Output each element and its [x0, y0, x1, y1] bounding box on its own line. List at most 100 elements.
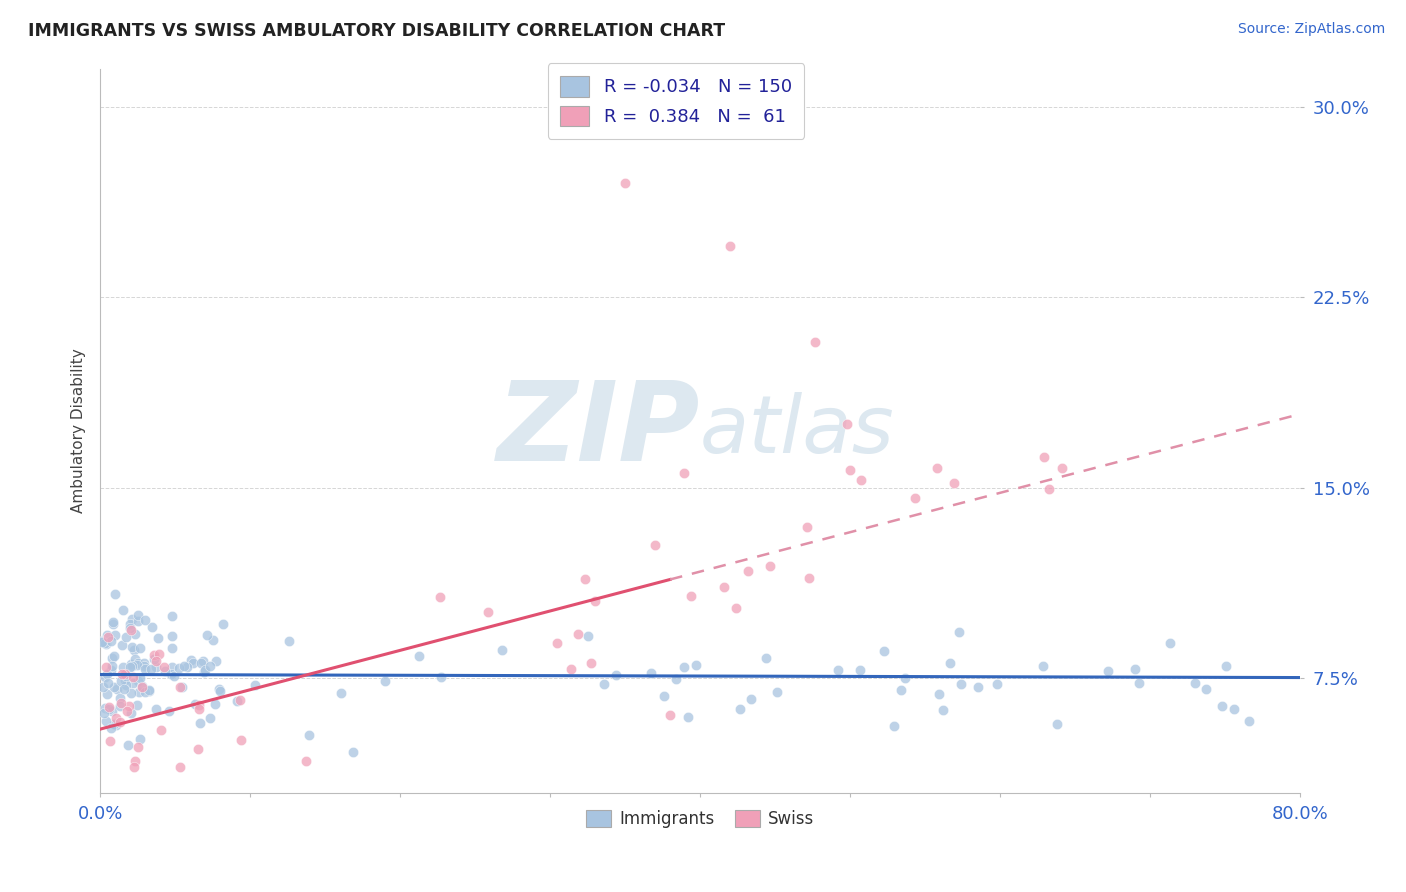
- Point: [225, 694, 247, 708]
- Point: [1239, 714, 1261, 729]
- Point: [94, 637, 117, 651]
- Point: [142, 648, 165, 662]
- Point: [583, 594, 606, 608]
- Point: [125, 657, 148, 672]
- Point: [1050, 461, 1073, 475]
- Point: [491, 643, 513, 657]
- Point: [713, 580, 735, 594]
- Point: [127, 614, 149, 628]
- Point: [796, 520, 818, 534]
- Point: [1097, 664, 1119, 678]
- Point: [740, 692, 762, 706]
- Point: [1033, 450, 1056, 465]
- Point: [132, 657, 155, 671]
- Point: [101, 651, 124, 665]
- Point: [111, 603, 134, 617]
- Point: [138, 684, 160, 698]
- Point: [231, 732, 253, 747]
- Point: [128, 641, 150, 656]
- Point: [93, 706, 115, 721]
- Point: [121, 670, 143, 684]
- Point: [1195, 682, 1218, 697]
- Point: [122, 760, 145, 774]
- Point: [100, 721, 122, 735]
- Point: [105, 718, 128, 732]
- Point: [114, 669, 136, 683]
- Point: [851, 474, 873, 488]
- Point: [120, 657, 142, 672]
- Point: [105, 711, 128, 725]
- Point: [100, 663, 122, 677]
- Point: [111, 666, 134, 681]
- Point: [169, 760, 191, 774]
- Point: [180, 653, 202, 667]
- Point: [131, 679, 153, 693]
- Point: [904, 491, 927, 506]
- Point: [560, 662, 582, 676]
- Point: [118, 698, 141, 713]
- Point: [110, 673, 132, 688]
- Point: [837, 417, 859, 432]
- Point: [98, 733, 121, 747]
- Text: ZIP: ZIP: [496, 377, 700, 484]
- Point: [122, 642, 145, 657]
- Point: [97, 630, 120, 644]
- Text: atlas: atlas: [700, 392, 894, 469]
- Point: [755, 651, 778, 665]
- Point: [724, 601, 747, 615]
- Point: [659, 708, 682, 723]
- Point: [195, 628, 218, 642]
- Point: [141, 619, 163, 633]
- Point: [890, 682, 912, 697]
- Point: [114, 630, 136, 644]
- Point: [212, 617, 235, 632]
- Point: [118, 617, 141, 632]
- Point: [128, 685, 150, 699]
- Point: [759, 559, 782, 574]
- Text: Source: ZipAtlas.com: Source: ZipAtlas.com: [1237, 22, 1385, 37]
- Point: [134, 662, 156, 676]
- Point: [131, 680, 153, 694]
- Point: [374, 673, 396, 688]
- Point: [928, 688, 950, 702]
- Point: [183, 657, 205, 671]
- Point: [477, 605, 499, 619]
- Point: [1215, 659, 1237, 673]
- Point: [644, 538, 666, 552]
- Point: [201, 632, 224, 647]
- Point: [169, 680, 191, 694]
- Point: [127, 674, 149, 689]
- Point: [188, 698, 211, 712]
- Point: [579, 656, 602, 670]
- Point: [94, 636, 117, 650]
- Point: [894, 671, 917, 685]
- Point: [546, 635, 568, 649]
- Point: [949, 677, 972, 691]
- Point: [143, 652, 166, 666]
- Point: [676, 710, 699, 724]
- Point: [187, 702, 209, 716]
- Point: [96, 714, 118, 728]
- Point: [228, 692, 250, 706]
- Point: [190, 715, 212, 730]
- Point: [665, 672, 688, 686]
- Point: [187, 742, 209, 756]
- Point: [765, 685, 787, 699]
- Point: [592, 677, 614, 691]
- Point: [134, 613, 156, 627]
- Point: [574, 572, 596, 586]
- Point: [115, 704, 138, 718]
- Legend: Immigrants, Swiss: Immigrants, Swiss: [579, 804, 821, 835]
- Point: [198, 711, 221, 725]
- Point: [96, 628, 118, 642]
- Point: [101, 616, 124, 631]
- Point: [98, 702, 121, 716]
- Point: [160, 640, 183, 655]
- Point: [408, 649, 430, 664]
- Point: [153, 664, 176, 678]
- Point: [198, 658, 221, 673]
- Point: [160, 609, 183, 624]
- Point: [948, 624, 970, 639]
- Point: [173, 658, 195, 673]
- Point: [120, 686, 142, 700]
